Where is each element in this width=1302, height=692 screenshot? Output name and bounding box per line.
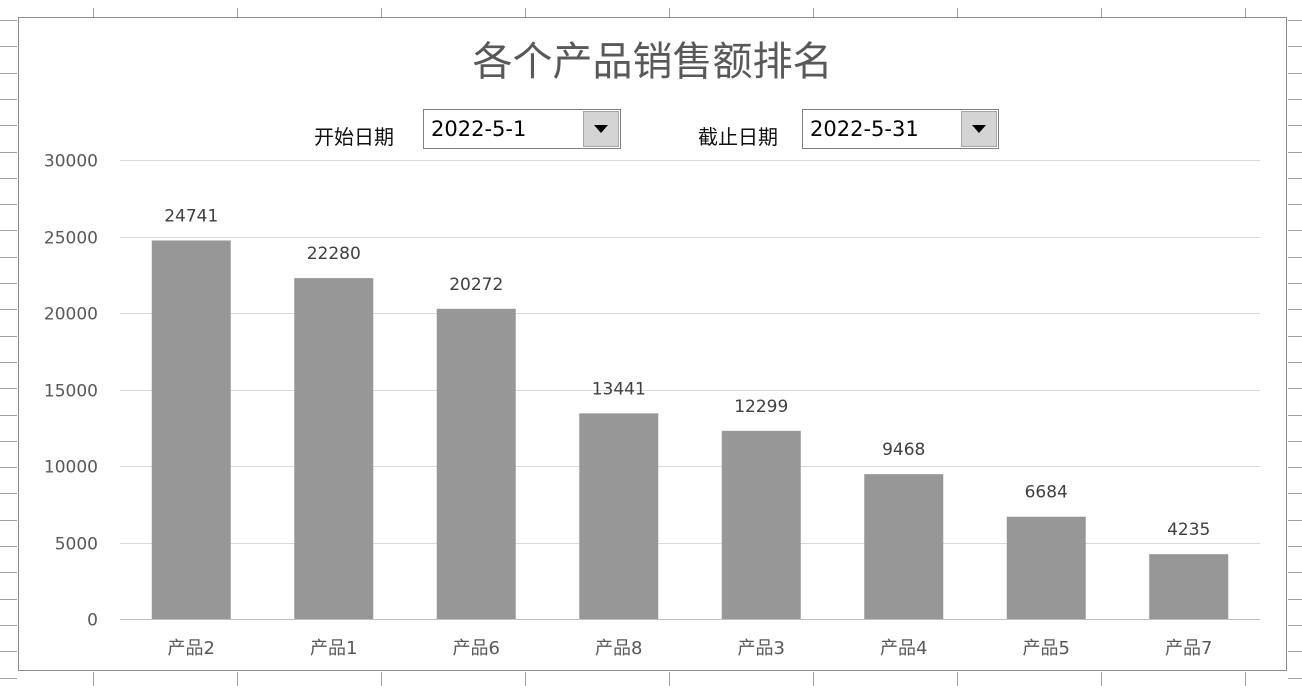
start-date-value: 2022-5-1: [431, 117, 527, 141]
end-date-value: 2022-5-31: [810, 117, 919, 141]
start-date-dropdown[interactable]: 2022-5-1: [423, 109, 621, 149]
x-tick-label: 产品6: [453, 638, 500, 659]
y-tick-label: 20000: [44, 305, 98, 325]
x-tick-label: 产品1: [310, 638, 357, 659]
bar: [1149, 554, 1229, 619]
y-tick-label: 25000: [44, 229, 98, 249]
data-label: 24741: [164, 206, 218, 226]
start-date-dropdown-button[interactable]: [583, 111, 619, 147]
bar: [579, 413, 659, 619]
y-tick-label: 15000: [44, 382, 98, 402]
x-tick-label: 产品8: [595, 638, 642, 659]
end-date-dropdown-button[interactable]: [961, 111, 997, 147]
chart-area[interactable]: 各个产品销售额排名 开始日期 2022-5-1 截止日期 2022-5-31 0…: [18, 17, 1287, 671]
bar: [294, 278, 374, 619]
x-tick-label: 产品5: [1023, 638, 1070, 659]
y-tick-label: 0: [87, 611, 98, 631]
chart-title: 各个产品销售额排名: [472, 39, 833, 85]
bar: [864, 474, 944, 619]
bar: [721, 430, 801, 619]
y-tick-label: 10000: [44, 458, 98, 478]
data-label: 20272: [449, 275, 503, 295]
data-label: 9468: [882, 440, 925, 460]
data-label: 22280: [307, 244, 361, 264]
data-label: 4235: [1167, 520, 1210, 540]
plot-area: 0 5000 10000 15000 20000 25000 30000 24741 22280…: [44, 152, 1260, 659]
end-date-label: 截止日期: [698, 125, 778, 149]
data-label: 12299: [734, 397, 788, 417]
bar: [436, 308, 516, 619]
x-tick-label: 产品4: [880, 638, 927, 659]
start-date-label: 开始日期: [314, 125, 394, 149]
bar: [1006, 516, 1086, 619]
x-tick-label: 产品2: [168, 638, 215, 659]
y-tick-label: 5000: [55, 535, 98, 555]
x-tick-label: 产品3: [738, 638, 785, 659]
data-label: 6684: [1025, 483, 1068, 503]
bar: [151, 240, 231, 619]
data-label: 13441: [592, 379, 646, 399]
x-tick-label: 产品7: [1165, 638, 1212, 659]
dropdown-arrow-icon: [972, 125, 986, 133]
dropdown-arrow-icon: [594, 125, 608, 133]
y-tick-label: 30000: [44, 152, 98, 172]
end-date-dropdown[interactable]: 2022-5-31: [802, 109, 999, 149]
